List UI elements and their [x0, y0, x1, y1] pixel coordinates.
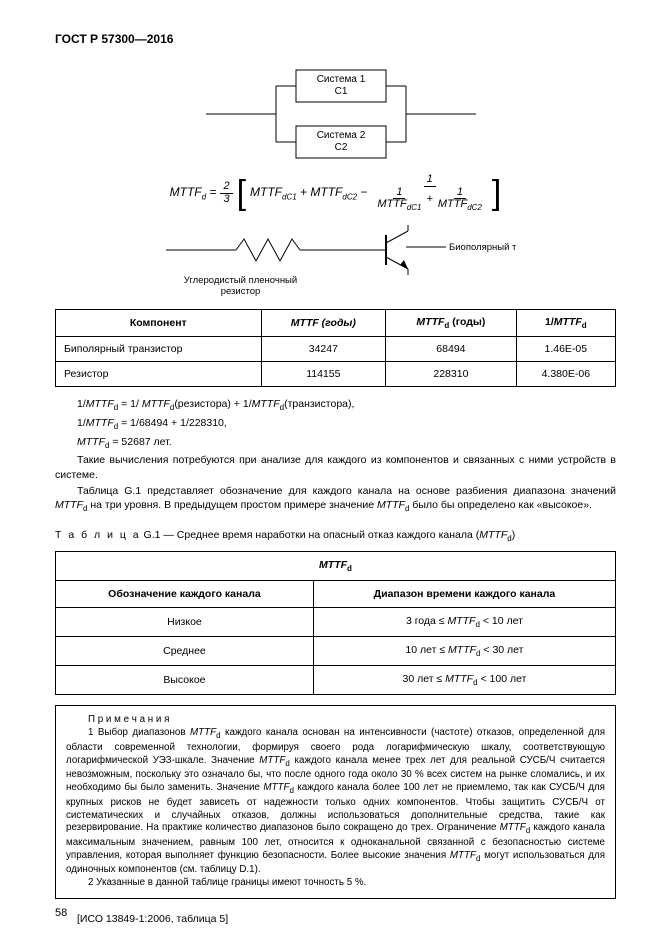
mttf-formula: MTTFd = 23 [ MTTFdC1 + MTTFdC2 − 1 1MTTF…: [55, 174, 616, 213]
col-component: Компонент: [56, 309, 262, 336]
components-table: Компонент MTTF (годы) MTTFd (годы) 1/MTT…: [55, 309, 616, 387]
document-header: ГОСТ Р 57300—2016: [55, 32, 616, 46]
col-inv: 1/MTTFd: [516, 309, 615, 336]
col-mttf: MTTF (годы): [261, 309, 386, 336]
table-row: Резистор 114155 228310 4.380E-06: [56, 361, 616, 386]
calc-line-2: 1/MTTFd = 1/68494 + 1/228310,: [55, 416, 616, 433]
page-number: 58: [55, 907, 67, 919]
svg-text:Система 1: Система 1: [316, 74, 365, 85]
table-row: Среднее 10 лет ≤ MTTFd < 30 лет: [56, 637, 616, 666]
circuit-diagram: Биополярный транзистор Углеродистый плен…: [55, 225, 616, 297]
paragraph-1: Такие вычисления потребуются при анализе…: [55, 453, 616, 481]
parallel-systems-diagram: Система 1 C1 Система 2 C2: [186, 64, 486, 164]
reference: [ИСО 13849-1:2006, таблица 5]: [55, 913, 616, 925]
table-row: Низкое 3 года ≤ MTTFd < 10 лет: [56, 608, 616, 637]
notes-box: П р и м е ч а н и я 1 Выбор диапазонов M…: [55, 705, 616, 899]
svg-text:C2: C2: [334, 142, 347, 153]
paragraph-2: Таблица G.1 представляет обозначение для…: [55, 484, 616, 515]
svg-text:C1: C1: [334, 86, 347, 97]
table-row: Биполярный транзистор 34247 68494 1.46E-…: [56, 336, 616, 361]
ranges-table: MTTFd Обозначение каждого канала Диапазо…: [55, 551, 616, 695]
table-row: Высокое 30 лет ≤ MTTFd < 100 лет: [56, 666, 616, 695]
svg-text:Система 2: Система 2: [316, 130, 365, 141]
svg-text:Биополярный транзистор: Биополярный транзистор: [449, 242, 516, 253]
col-mttfd: MTTFd (годы): [386, 309, 516, 336]
calc-line-1: 1/MTTFd = 1/ MTTFd(резистора) + 1/MTTFd(…: [55, 397, 616, 414]
table-g1-caption: Т а б л и ц а G.1 — Среднее время нарабо…: [55, 529, 616, 543]
calc-line-3: MTTFd = 52687 лет.: [55, 435, 616, 452]
